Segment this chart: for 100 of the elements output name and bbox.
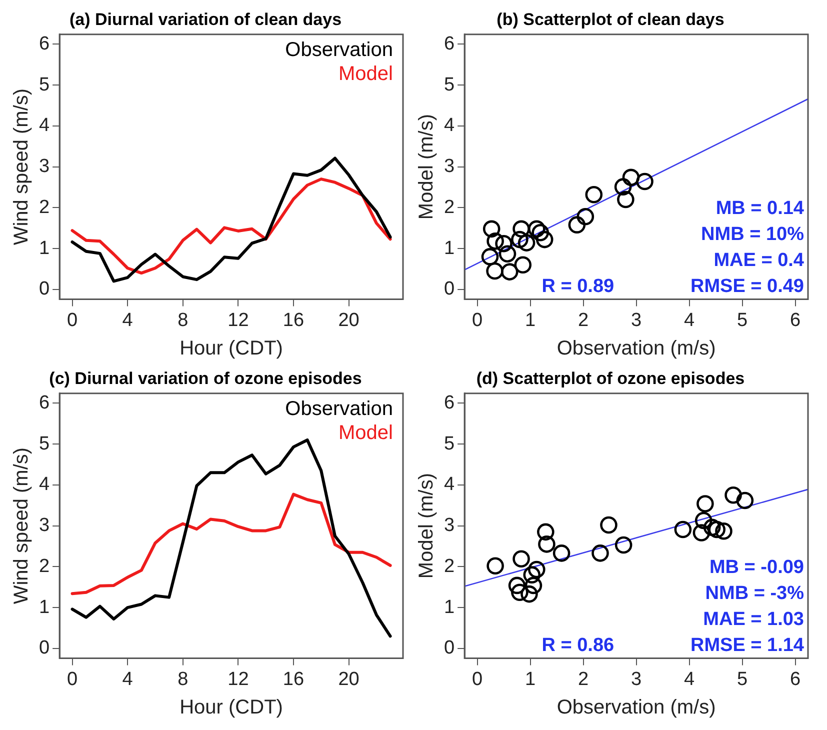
y-tick-label: 2 — [444, 196, 455, 218]
x-tick-label: 4 — [684, 310, 695, 331]
point — [692, 524, 710, 542]
point — [724, 486, 742, 504]
x-tick-label: 4 — [684, 668, 695, 690]
point — [532, 224, 550, 242]
point — [508, 576, 526, 594]
point — [486, 232, 504, 250]
text: Model — [338, 422, 393, 444]
annotation: RMSE = 1.14 — [690, 634, 804, 656]
y-axis-title: Model (m/s) — [416, 114, 438, 220]
point — [511, 230, 528, 248]
point — [674, 520, 692, 538]
annotation: MB = 0.14 — [716, 198, 804, 219]
y-tick-label: 4 — [444, 115, 455, 136]
point — [536, 230, 554, 248]
point — [568, 216, 586, 234]
chart-title: (b) Scatterplot of clean days — [496, 10, 724, 29]
point — [614, 178, 632, 196]
y-tick-label: 3 — [444, 515, 455, 536]
point — [736, 492, 754, 510]
y-tick-label: 6 — [38, 33, 50, 54]
annotation: MAE = 1.03 — [703, 608, 804, 630]
point — [576, 208, 594, 226]
x-tick-label: 1 — [524, 668, 536, 690]
point — [585, 186, 603, 204]
y-tick-label: 2 — [444, 556, 455, 577]
annotation: NMB = 10% — [701, 224, 804, 245]
point — [500, 263, 518, 280]
point — [614, 536, 632, 554]
y-tick-label: 0 — [38, 278, 50, 300]
text: Observation — [285, 38, 393, 61]
y-tick-label: 3 — [444, 156, 455, 178]
point — [528, 220, 546, 238]
x-tick-label: 0 — [472, 310, 483, 331]
x-axis-title: Observation (m/s) — [556, 338, 716, 360]
y-tick-label: 5 — [38, 433, 50, 454]
x-tick-label: 3 — [630, 310, 642, 331]
y-tick-label: 1 — [444, 596, 455, 618]
point — [696, 495, 714, 512]
y-tick-label: 3 — [38, 156, 50, 178]
point — [592, 544, 609, 562]
x-tick-label: 20 — [338, 668, 360, 690]
y-axis-title: Wind speed (m/s) — [10, 88, 33, 246]
x-tick-label: 2 — [578, 668, 589, 690]
y-tick-label: 4 — [38, 474, 50, 496]
y-tick-label: 1 — [444, 238, 455, 259]
x-tick-label: 16 — [282, 668, 304, 690]
point — [622, 168, 640, 186]
point — [694, 512, 712, 530]
annotation: MAE = 0.4 — [714, 250, 804, 271]
x-tick-label: 3 — [630, 668, 642, 690]
y-tick-label: 6 — [444, 392, 455, 414]
x-axis-title: Hour (CDT) — [180, 696, 283, 719]
x-tick-label: 2 — [578, 310, 589, 331]
series-label: Observation — [285, 398, 393, 420]
x-tick-label: 1 — [524, 310, 536, 331]
y-tick-label: 3 — [38, 515, 50, 536]
point — [715, 522, 732, 540]
point — [636, 172, 654, 190]
x-tick-label: 12 — [228, 668, 249, 690]
point — [486, 262, 504, 280]
y-tick-label: 4 — [38, 115, 50, 136]
point — [482, 220, 500, 238]
point — [523, 566, 541, 584]
y-axis-title: Wind speed (m/s) — [10, 447, 33, 604]
x-tick-label: 12 — [228, 310, 249, 331]
point — [528, 560, 546, 578]
annotation: NMB = -3% — [705, 582, 804, 604]
chart-title: (a) Diurnal variation of clean days — [69, 10, 342, 29]
chart-title: (c) Diurnal variation of ozone episodes — [49, 368, 362, 388]
x-tick-label: 0 — [67, 668, 78, 690]
y-tick-label: 5 — [444, 433, 455, 454]
x-tick-label: 4 — [122, 310, 134, 331]
point — [512, 550, 530, 568]
annotation: R = 0.89 — [542, 276, 614, 297]
point — [524, 576, 542, 594]
point — [537, 523, 554, 541]
y-tick-label: 6 — [38, 392, 50, 414]
x-tick-label: 0 — [67, 310, 78, 331]
point — [617, 190, 634, 208]
x-tick-label: 5 — [736, 668, 748, 690]
text: Model — [338, 62, 393, 85]
point — [498, 245, 516, 262]
x-tick-label: 5 — [736, 310, 748, 331]
point — [481, 248, 499, 266]
point — [703, 518, 721, 536]
point — [600, 516, 618, 534]
y-axis-title: Model (m/s) — [416, 473, 438, 579]
y-tick-label: 1 — [38, 238, 50, 259]
x-tick-label: 6 — [790, 310, 801, 331]
x-tick-label: 16 — [282, 310, 304, 331]
y-tick-label: 1 — [38, 596, 50, 618]
y-tick-label: 5 — [444, 74, 455, 96]
y-tick-label: 2 — [38, 196, 50, 218]
y-tick-label: 0 — [444, 638, 455, 659]
point — [708, 520, 726, 538]
point — [495, 234, 512, 252]
point — [518, 234, 536, 252]
x-tick-label: 6 — [790, 668, 801, 690]
